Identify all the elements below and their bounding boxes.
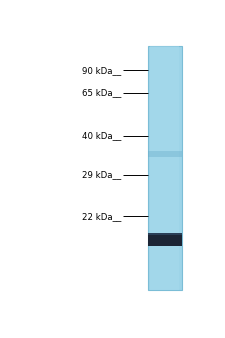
Text: 29 kDa__: 29 kDa__ xyxy=(82,170,122,179)
Text: 90 kDa__: 90 kDa__ xyxy=(82,66,122,75)
Bar xyxy=(148,233,182,235)
Text: 65 kDa__: 65 kDa__ xyxy=(82,88,122,97)
Bar xyxy=(150,46,180,290)
Bar xyxy=(148,46,182,290)
Bar xyxy=(148,151,182,156)
Bar xyxy=(148,234,182,246)
Text: 40 kDa__: 40 kDa__ xyxy=(82,131,122,140)
Text: 22 kDa__: 22 kDa__ xyxy=(82,212,122,221)
